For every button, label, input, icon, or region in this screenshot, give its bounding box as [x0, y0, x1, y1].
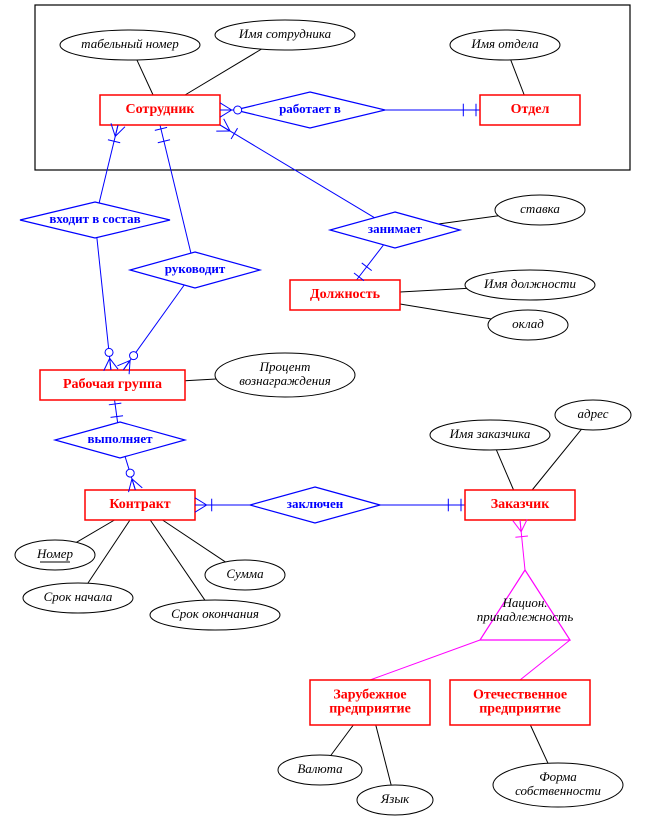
svg-text:выполняет: выполняет — [88, 431, 154, 446]
svg-text:табельный номер: табельный номер — [81, 36, 179, 51]
svg-text:Валюта: Валюта — [297, 761, 343, 776]
svg-text:руководит: руководит — [165, 261, 226, 276]
svg-text:Рабочая группа: Рабочая группа — [63, 377, 162, 392]
svg-text:Отдел: Отдел — [511, 102, 550, 117]
svg-text:Срок начала: Срок начала — [44, 589, 113, 604]
svg-text:входит в состав: входит в состав — [49, 211, 140, 226]
svg-text:Форма: Форма — [539, 769, 577, 784]
svg-text:Сотрудник: Сотрудник — [126, 102, 196, 117]
svg-text:Имя должности: Имя должности — [483, 276, 577, 291]
svg-text:адрес: адрес — [578, 406, 609, 421]
svg-text:Сумма: Сумма — [226, 566, 264, 581]
svg-text:предприятие: предприятие — [479, 702, 561, 717]
svg-text:принадлежность: принадлежность — [477, 609, 574, 624]
svg-text:Номер: Номер — [36, 546, 73, 561]
svg-text:вознаграждения: вознаграждения — [239, 373, 330, 388]
svg-text:работает в: работает в — [279, 101, 341, 116]
svg-text:ставка: ставка — [520, 201, 560, 216]
svg-text:Отечественное: Отечественное — [473, 688, 567, 703]
svg-text:заключен: заключен — [287, 496, 344, 511]
svg-text:занимает: занимает — [368, 221, 423, 236]
svg-text:Зарубежное: Зарубежное — [333, 688, 406, 703]
svg-text:Заказчик: Заказчик — [491, 497, 551, 512]
svg-text:Срок окончания: Срок окончания — [171, 606, 259, 621]
svg-text:Имя сотрудника: Имя сотрудника — [238, 26, 332, 41]
svg-text:Контракт: Контракт — [109, 497, 170, 512]
svg-text:оклад: оклад — [512, 316, 544, 331]
svg-text:Язык: Язык — [380, 791, 410, 806]
svg-text:Должность: Должность — [310, 287, 381, 302]
svg-text:Процент: Процент — [259, 359, 311, 374]
svg-text:предприятие: предприятие — [329, 702, 411, 717]
svg-text:Имя отдела: Имя отдела — [470, 36, 539, 51]
svg-text:Национ.: Национ. — [501, 595, 547, 610]
svg-text:собственности: собственности — [515, 783, 601, 798]
svg-text:Имя заказчика: Имя заказчика — [449, 426, 531, 441]
